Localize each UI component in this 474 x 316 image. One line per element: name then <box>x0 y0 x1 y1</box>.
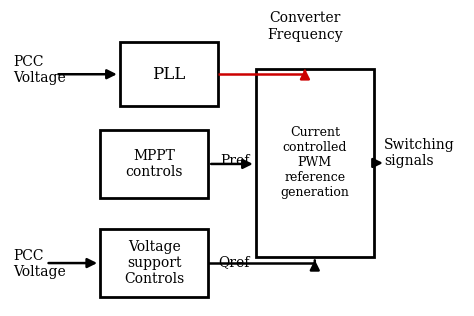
Text: Voltage
support
Controls: Voltage support Controls <box>124 240 184 286</box>
Text: PLL: PLL <box>152 66 185 83</box>
Bar <box>255 69 374 257</box>
Text: PCC
Voltage: PCC Voltage <box>13 249 66 279</box>
Bar <box>100 229 209 297</box>
Bar <box>100 130 209 198</box>
Text: MPPT
controls: MPPT controls <box>126 149 183 179</box>
Text: Current
controlled
PWM
reference
generation: Current controlled PWM reference generat… <box>280 126 349 199</box>
Text: Qref: Qref <box>218 255 250 269</box>
Text: Converter
Frequency: Converter Frequency <box>267 11 343 41</box>
Bar <box>119 42 218 106</box>
Text: PCC
Voltage: PCC Voltage <box>13 55 66 85</box>
Text: Pref: Pref <box>220 154 249 168</box>
Text: Switching
signals: Switching signals <box>384 138 455 168</box>
